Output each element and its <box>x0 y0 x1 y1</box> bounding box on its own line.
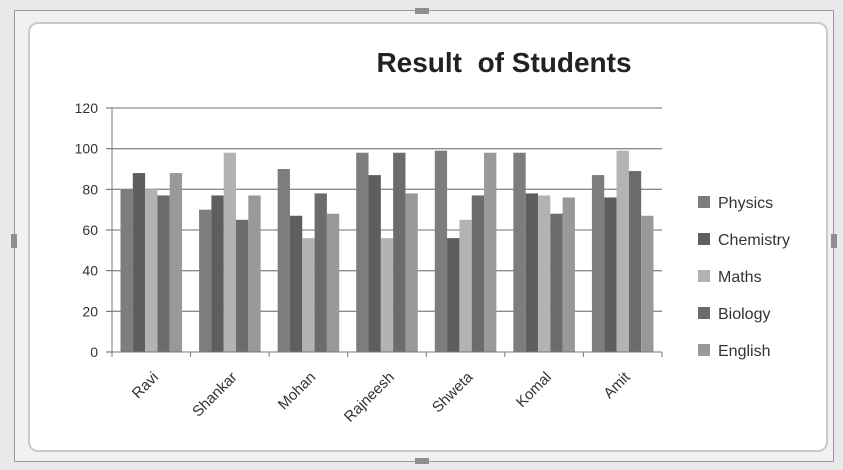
bar-biology-amit <box>628 171 642 352</box>
bar-english-rajneesh <box>405 193 418 352</box>
bar-biology-shweta <box>471 195 485 352</box>
y-tick-label: 80 <box>82 181 98 197</box>
x-tick-label: Rajneesh <box>341 369 398 426</box>
bar-chemistry-rajneesh <box>368 175 381 352</box>
bar-biology-shankar <box>236 219 249 352</box>
bar-physics-mohan <box>277 169 290 352</box>
bar-chemistry-komal <box>525 193 538 352</box>
legend-label-maths: Maths <box>718 269 762 286</box>
x-tick-label: Mohan <box>275 369 319 413</box>
legend-swatch-physics <box>698 196 710 208</box>
y-tick-label: 120 <box>75 100 99 116</box>
legend-label-english: English <box>718 343 770 360</box>
bar-biology-rajneesh <box>393 152 406 352</box>
legend-swatch-maths <box>698 270 710 282</box>
resize-handle-right[interactable] <box>831 234 837 248</box>
x-tick-label: Komal <box>513 369 555 411</box>
bar-biology-ravi <box>157 195 170 352</box>
bar-physics-ravi <box>120 189 133 352</box>
bar-english-komal <box>562 197 575 352</box>
bar-physics-komal <box>513 152 526 352</box>
x-tick-label: Shweta <box>429 368 477 416</box>
bar-physics-amit <box>591 175 605 352</box>
x-tick-label: Ravi <box>129 369 162 402</box>
bar-english-mohan <box>326 213 340 352</box>
legend-swatch-biology <box>698 307 710 319</box>
bar-maths-shankar <box>223 152 237 352</box>
bar-biology-komal <box>550 213 563 352</box>
resize-handle-bottom[interactable] <box>415 458 429 464</box>
x-tick-label: Shankar <box>189 369 241 421</box>
legend-label-physics: Physics <box>718 195 773 212</box>
bar-chemistry-mohan <box>289 215 303 352</box>
bar-chemistry-shweta <box>447 238 460 352</box>
bar-maths-komal <box>537 195 551 352</box>
x-tick-label: Amit <box>600 368 634 402</box>
chart-title: Result of Students <box>376 47 631 78</box>
legend-swatch-english <box>698 344 710 356</box>
legend-swatch-chemistry <box>698 233 710 245</box>
bar-chemistry-shankar <box>211 195 224 352</box>
bar-english-shankar <box>248 195 261 352</box>
y-tick-label: 100 <box>75 141 99 157</box>
bar-english-ravi <box>169 173 183 352</box>
y-tick-label: 60 <box>82 222 98 238</box>
bar-physics-shweta <box>434 150 448 352</box>
bar-maths-amit <box>616 150 629 352</box>
bar-maths-mohan <box>302 238 315 352</box>
bar-english-shweta <box>484 152 497 352</box>
y-tick-label: 20 <box>82 303 98 319</box>
y-tick-label: 0 <box>90 344 98 360</box>
bar-maths-rajneesh <box>380 238 394 352</box>
resize-handle-left[interactable] <box>11 234 17 248</box>
bar-physics-shankar <box>199 209 212 352</box>
legend-label-biology: Biology <box>718 306 770 323</box>
y-tick-label: 40 <box>82 263 98 279</box>
bar-maths-ravi <box>145 189 158 352</box>
bar-chemistry-ravi <box>132 173 146 352</box>
legend-label-chemistry: Chemistry <box>718 232 790 249</box>
bar-physics-rajneesh <box>356 152 369 352</box>
bar-maths-shweta <box>459 219 472 352</box>
resize-handle-top[interactable] <box>415 8 429 14</box>
bar-biology-mohan <box>314 193 327 352</box>
bar-chemistry-amit <box>604 197 617 352</box>
bar-english-amit <box>641 215 654 352</box>
